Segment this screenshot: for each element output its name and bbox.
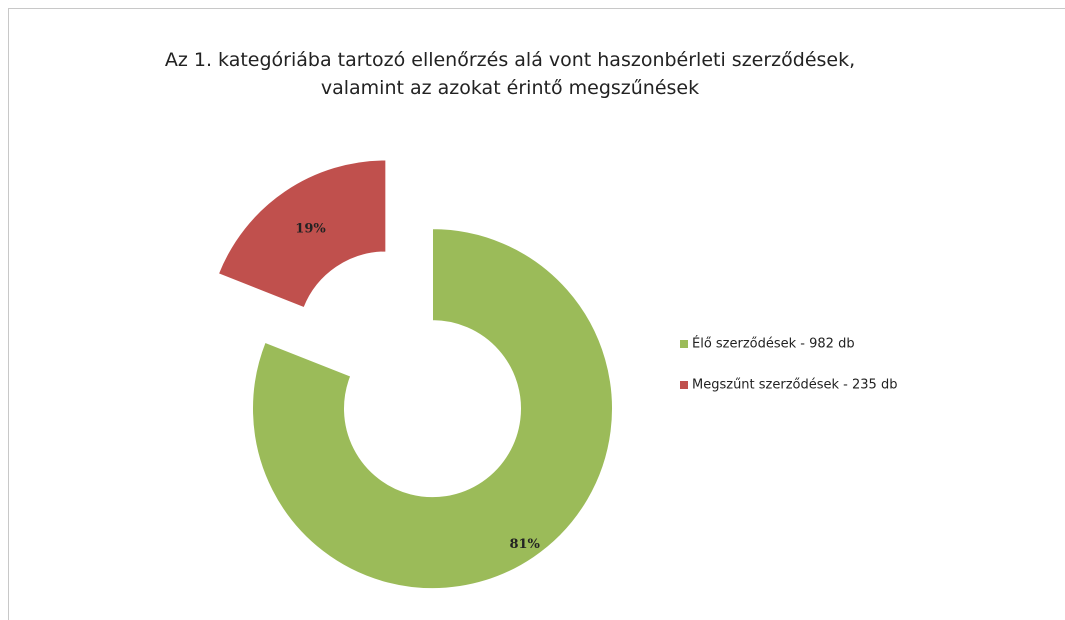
data-label: 19%: [295, 222, 326, 237]
data-label: 81%: [509, 537, 540, 552]
donut-segment: [217, 159, 387, 309]
legend-swatch: [680, 381, 688, 389]
legend-label: Élő szerződések - 982 db: [692, 336, 855, 352]
chart-title: Az 1. kategóriába tartozó ellenőrzés alá…: [164, 49, 856, 99]
legend-label: Megszűnt szerződések - 235 db: [692, 378, 897, 393]
donut-segment: [251, 228, 613, 590]
legend-swatch: [680, 340, 688, 348]
chart-frame: [8, 8, 1065, 620]
